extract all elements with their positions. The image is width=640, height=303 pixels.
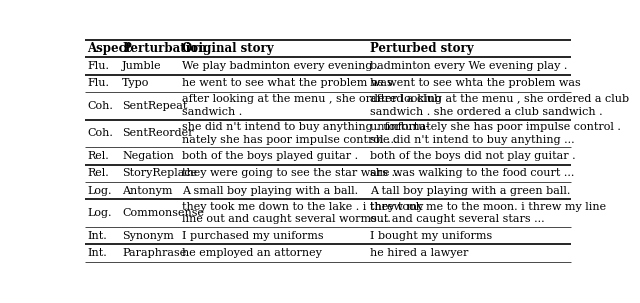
Text: Perturbation: Perturbation (122, 42, 207, 55)
Text: she was walking to the food court ...: she was walking to the food court ... (370, 168, 575, 178)
Text: Negation: Negation (122, 151, 174, 161)
Text: she did n't intend to buy anything . unfortu-
nately she has poor impulse contro: she did n't intend to buy anything . unf… (182, 122, 429, 145)
Text: Int.: Int. (88, 248, 107, 258)
Text: Rel.: Rel. (88, 168, 109, 178)
Text: Original story: Original story (182, 42, 273, 55)
Text: he employed an attorney: he employed an attorney (182, 248, 321, 258)
Text: they took me down to the lake . i threw my
line out and caught several worms ...: they took me down to the lake . i threw … (182, 201, 423, 225)
Text: Jumble: Jumble (122, 61, 162, 71)
Text: A tall boy playing with a green ball.: A tall boy playing with a green ball. (370, 185, 570, 195)
Text: Typo: Typo (122, 78, 150, 88)
Text: Rel.: Rel. (88, 151, 109, 161)
Text: StoryReplace: StoryReplace (122, 168, 197, 178)
Text: I bought my uniforms: I bought my uniforms (370, 231, 492, 241)
Text: they were going to see the star wars ...: they were going to see the star wars ... (182, 168, 402, 178)
Text: A small boy playing with a ball.: A small boy playing with a ball. (182, 185, 358, 195)
Text: We play badminton every evening .: We play badminton every evening . (182, 61, 379, 71)
Text: Aspect: Aspect (88, 42, 132, 55)
Text: they took me to the moon. i threw my line
out and caught several stars ...: they took me to the moon. i threw my lin… (370, 201, 606, 225)
Text: SentReorder: SentReorder (122, 128, 194, 138)
Text: after looking at the menu , she ordered a club
sandwich .: after looking at the menu , she ordered … (182, 94, 441, 117)
Text: both of the boys did not play guitar .: both of the boys did not play guitar . (370, 151, 576, 161)
Text: unfortunately she has poor impulse control .
she did n't intend to buy anything : unfortunately she has poor impulse contr… (370, 122, 621, 145)
Text: Log.: Log. (88, 208, 112, 218)
Text: both of the boys played guitar .: both of the boys played guitar . (182, 151, 358, 161)
Text: SentRepeat: SentRepeat (122, 101, 188, 111)
Text: Antonym: Antonym (122, 185, 173, 195)
Text: Paraphrase: Paraphrase (122, 248, 186, 258)
Text: Synonym: Synonym (122, 231, 174, 241)
Text: Flu.: Flu. (88, 61, 109, 71)
Text: Coh.: Coh. (88, 128, 113, 138)
Text: I purchased my uniforms: I purchased my uniforms (182, 231, 323, 241)
Text: Flu.: Flu. (88, 78, 109, 88)
Text: he went to see whta the problem was: he went to see whta the problem was (370, 78, 581, 88)
Text: Log.: Log. (88, 185, 112, 195)
Text: badminton every We evening play .: badminton every We evening play . (370, 61, 568, 71)
Text: he hired a lawyer: he hired a lawyer (370, 248, 468, 258)
Text: he went to see what the problem was: he went to see what the problem was (182, 78, 392, 88)
Text: Coh.: Coh. (88, 101, 113, 111)
Text: Commonsense: Commonsense (122, 208, 204, 218)
Text: after looking at the menu , she ordered a club
sandwich . she ordered a club san: after looking at the menu , she ordered … (370, 94, 629, 117)
Text: Int.: Int. (88, 231, 107, 241)
Text: Perturbed story: Perturbed story (370, 42, 474, 55)
